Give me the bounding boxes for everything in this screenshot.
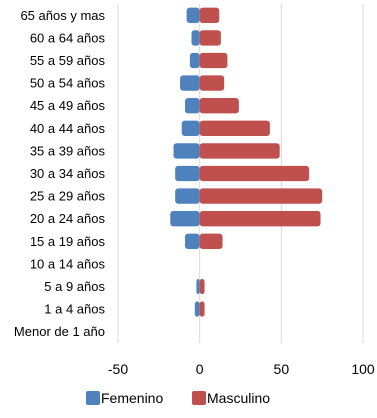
x-tick-label: 50 bbox=[274, 361, 290, 377]
y-tick-label: 20 a 24 años bbox=[30, 211, 106, 226]
legend-swatch bbox=[86, 391, 100, 405]
bar-masculino bbox=[199, 7, 220, 23]
bar-masculino bbox=[199, 278, 205, 295]
bar-femenino bbox=[194, 301, 200, 317]
bar-layer bbox=[170, 7, 323, 317]
bar-masculino bbox=[199, 301, 205, 317]
bar-femenino bbox=[184, 233, 200, 249]
y-tick-label: 50 a 54 años bbox=[30, 76, 106, 91]
y-tick-label: 25 a 29 años bbox=[30, 189, 106, 204]
bar-masculino bbox=[199, 188, 323, 204]
bar-femenino bbox=[196, 278, 200, 295]
bar-femenino bbox=[173, 143, 200, 159]
x-tick-label: 0 bbox=[196, 361, 204, 377]
legend: Femenino Masculino bbox=[86, 390, 270, 406]
y-tick-label: 30 a 34 años bbox=[30, 166, 106, 181]
bar-masculino bbox=[199, 75, 225, 91]
bar-masculino bbox=[199, 211, 321, 227]
bar-femenino bbox=[175, 188, 200, 204]
bar-femenino bbox=[189, 52, 200, 69]
y-tick-label: 10 a 14 años bbox=[30, 256, 106, 271]
y-tick-label: Menor de 1 año bbox=[14, 324, 105, 339]
bar-femenino bbox=[175, 165, 200, 182]
bar-masculino bbox=[199, 52, 228, 69]
bar-masculino bbox=[199, 233, 223, 249]
y-tick-label: 40 a 44 años bbox=[30, 121, 106, 136]
bar-femenino bbox=[191, 30, 200, 46]
x-tick-label: -50 bbox=[108, 361, 128, 377]
y-tick-label: 55 a 59 años bbox=[30, 53, 106, 68]
y-tick-label: 15 a 19 años bbox=[30, 234, 106, 249]
bar-masculino bbox=[199, 120, 270, 136]
legend-swatch bbox=[192, 391, 206, 405]
x-tick-label: 100 bbox=[351, 361, 375, 377]
y-tick-label: 60 a 64 años bbox=[30, 30, 106, 45]
y-tick-label: 35 a 39 años bbox=[30, 143, 106, 158]
axis-layer: -50 0 50 100 65 años y mas 60 a 64 años 55 a 5… bbox=[14, 8, 375, 377]
y-tick-label: 1 a 4 años bbox=[44, 302, 105, 317]
bar-masculino bbox=[199, 98, 239, 114]
bar-femenino bbox=[180, 75, 200, 91]
legend-label: Femenino bbox=[101, 390, 163, 406]
y-tick-label: 65 años y mas bbox=[20, 8, 105, 23]
bar-femenino bbox=[184, 98, 200, 114]
bar-masculino bbox=[199, 143, 280, 159]
bar-femenino bbox=[170, 211, 200, 227]
bar-femenino bbox=[186, 7, 200, 23]
bar-masculino bbox=[199, 165, 310, 182]
bar-masculino bbox=[199, 30, 221, 46]
bar-femenino bbox=[181, 120, 200, 136]
y-tick-label: 5 a 9 años bbox=[44, 279, 105, 294]
y-tick-label: 45 a 49 años bbox=[30, 98, 106, 113]
legend-label: Masculino bbox=[207, 390, 270, 406]
